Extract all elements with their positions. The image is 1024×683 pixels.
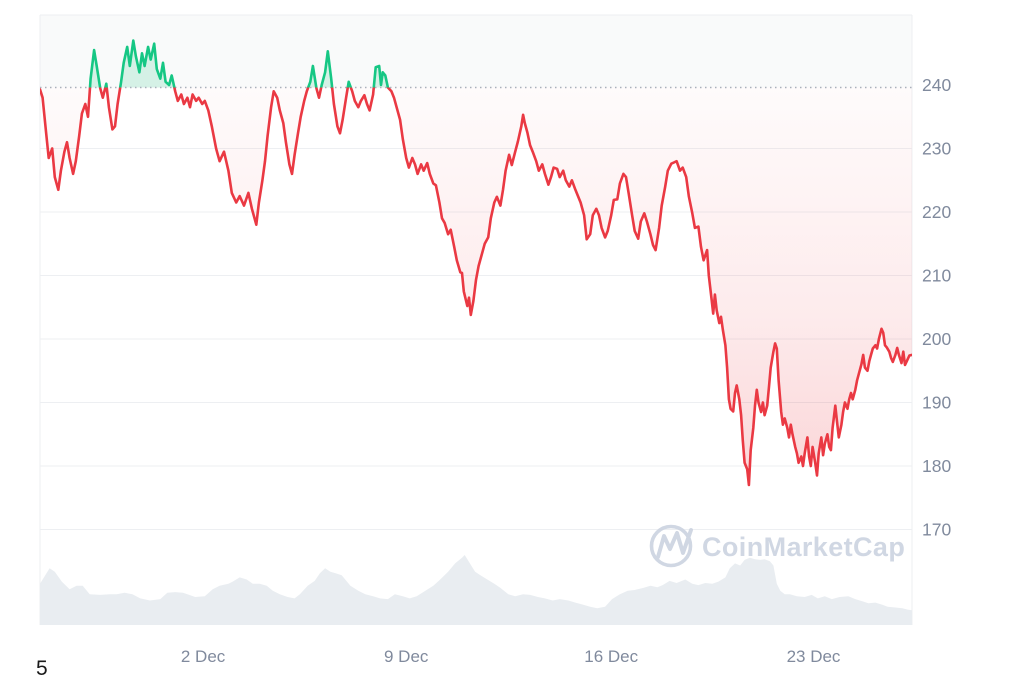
- y-axis-tick-label: 240: [922, 75, 951, 95]
- coinmarketcap-watermark: CoinMarketCap: [649, 524, 905, 568]
- y-axis-tick-label: 230: [922, 139, 951, 159]
- price-line-below-baseline: [40, 87, 912, 487]
- x-axis-tick-label: 23 Dec: [787, 647, 841, 666]
- plot-hover-area[interactable]: [40, 15, 912, 625]
- y-axis: 240 230 220 210 200 190 180 170: [922, 75, 951, 540]
- x-axis-tick-label: 9 Dec: [384, 647, 429, 666]
- volume-area: [40, 555, 912, 625]
- y-axis-tick-label: 190: [922, 393, 951, 413]
- footer-digit: 5: [36, 657, 48, 680]
- coinmarketcap-logo-m-icon: [656, 528, 693, 559]
- y-axis-tick-label: 200: [922, 329, 951, 349]
- price-drawdown-fill: [40, 87, 912, 485]
- coinmarketcap-logo-icon: [649, 524, 693, 568]
- y-axis-tick-label: 180: [922, 456, 951, 476]
- y-axis-tick-label: 170: [922, 520, 951, 540]
- x-axis: 2 Dec 9 Dec 16 Dec 23 Dec: [181, 647, 841, 666]
- above-baseline-band: [40, 15, 912, 88]
- y-axis-tick-label: 210: [922, 266, 951, 286]
- price-gain-fill: [40, 40, 912, 88]
- x-axis-tick-label: 2 Dec: [181, 647, 226, 666]
- watermark-text: CoinMarketCap: [702, 532, 905, 562]
- x-axis-tick-label: 16 Dec: [584, 647, 638, 666]
- y-axis-tick-label: 220: [922, 202, 951, 222]
